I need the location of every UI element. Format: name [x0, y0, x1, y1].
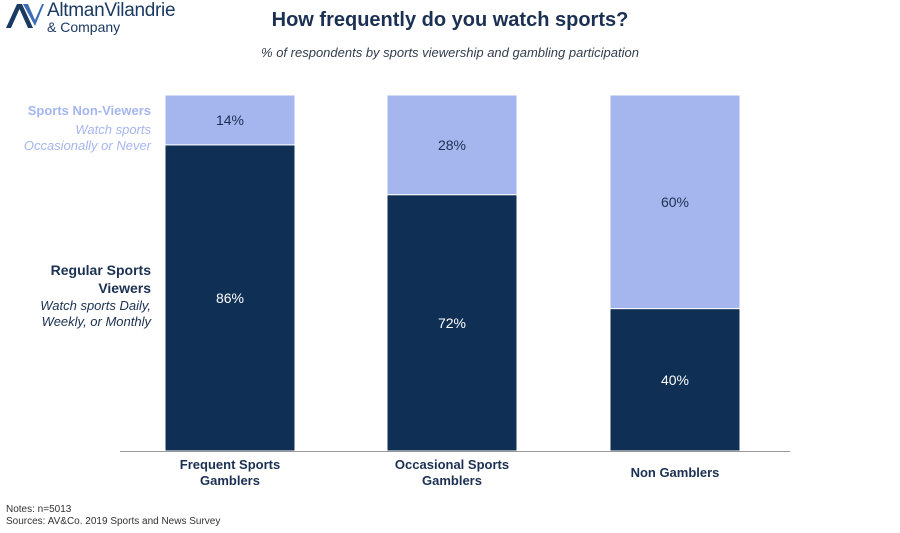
- legend-regular-viewers-description: Watch sports Daily, Weekly, or Monthly: [40, 298, 151, 330]
- legend-regular-sub-line1: Watch sports Daily,: [40, 298, 151, 313]
- legend-regular-heading-line2: Viewers: [98, 280, 151, 296]
- category-label-2-line1: Occasional Sports: [395, 457, 509, 472]
- sources-text: Sources: AV&Co. 2019 Sports and News Sur…: [6, 516, 221, 527]
- logo-mark-icon: [6, 4, 44, 28]
- data-label-nonviewer-1: 14%: [216, 112, 244, 128]
- chart-title: How frequently do you watch sports?: [271, 9, 629, 31]
- logo-name: AltmanVilandrie: [47, 0, 176, 21]
- legend-regular-viewers-heading: Regular Sports Viewers: [51, 261, 151, 297]
- category-label-3-line1: Non Gamblers: [631, 465, 720, 480]
- data-label-nonviewer-3: 60%: [661, 194, 689, 210]
- legend-non-viewers-line2: Occasionally or Never: [23, 138, 151, 153]
- notes-text: Notes: n=5013: [6, 504, 72, 515]
- company-logo: AltmanVilandrie & Company: [4, 0, 176, 35]
- category-label-1-line1: Frequent Sports: [180, 457, 280, 472]
- bar-segment-nonviewer-2: [386, 94, 518, 196]
- data-label-regular-3: 40%: [661, 372, 689, 388]
- bar-segment-nonviewer-1: [164, 94, 296, 146]
- logo-subname: & Company: [47, 19, 121, 35]
- legend-non-viewers-line1: Watch sports: [75, 122, 151, 137]
- legend-non-viewers-description: Watch sports Occasionally or Never: [24, 122, 151, 154]
- bar-segment-regular-3: [609, 308, 741, 452]
- chart-subtitle: % of respondents by sports viewership an…: [261, 45, 639, 60]
- bar-segment-nonviewer-3: [609, 94, 741, 310]
- legend-regular-heading-line1: Regular Sports: [50, 262, 151, 278]
- legend-regular-sub-line2: Weekly, or Monthly: [41, 314, 151, 329]
- data-label-regular-2: 72%: [438, 315, 466, 331]
- legend-non-viewers-heading: Sports Non-Viewers: [27, 103, 151, 118]
- bar-segment-regular-1: [164, 144, 296, 452]
- category-label-1-line2: Gamblers: [200, 473, 260, 488]
- bar-segment-regular-2: [386, 194, 518, 452]
- category-label-2-line2: Gamblers: [422, 473, 482, 488]
- footer-notes: Notes: n=5013 Sources: AV&Co. 2019 Sport…: [6, 504, 220, 528]
- data-label-regular-1: 86%: [216, 290, 244, 306]
- data-label-nonviewer-2: 28%: [438, 137, 466, 153]
